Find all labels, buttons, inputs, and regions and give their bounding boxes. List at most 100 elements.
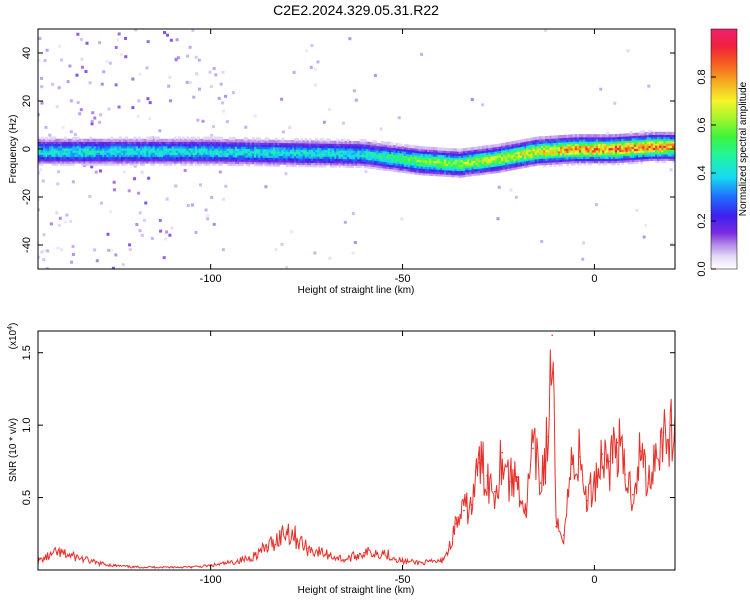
spectrogram-cell	[553, 137, 557, 141]
spectrogram-cell	[490, 144, 494, 148]
spectrogram-cell	[532, 163, 536, 167]
spectrogram-cell	[178, 151, 181, 155]
spectrogram-speckle	[221, 70, 225, 74]
spectrogram-cell	[114, 147, 118, 151]
spectrogram-cell	[313, 153, 316, 157]
spectrogram-cell	[553, 159, 557, 163]
spectrogram-speckle	[220, 101, 224, 105]
spectrogram-cell	[342, 151, 346, 155]
spectrogram-cell	[351, 153, 354, 158]
spectrogram-speckle	[80, 57, 84, 61]
spectrogram-cell	[458, 172, 462, 176]
spectrogram-cell	[465, 167, 468, 171]
spectrogram-cell	[486, 158, 489, 162]
spectrogram-cell	[414, 147, 418, 151]
spectrogram-speckle	[76, 101, 80, 105]
spectrogram-cell	[581, 142, 584, 147]
spectrogram-cell	[598, 145, 601, 149]
spectrogram-cell	[650, 153, 654, 157]
spectrogram-cell	[486, 145, 489, 149]
spectrogram-speckle	[42, 258, 46, 262]
spectrogram-cell	[471, 166, 475, 170]
spectrogram-cell	[500, 166, 504, 171]
spectrogram-cell	[420, 157, 424, 161]
spectrogram-cell	[665, 131, 669, 135]
spectrogram-cell	[251, 148, 255, 152]
spectrogram-cell	[89, 140, 93, 145]
spectrogram-cell	[391, 164, 394, 168]
spectrogram-cell	[226, 151, 230, 156]
spectrogram-cell	[405, 157, 409, 161]
spectrogram-speckle	[253, 114, 257, 118]
spectrogram-cell	[560, 156, 563, 160]
spectrogram-cell	[114, 149, 118, 153]
spectrogram-cell	[427, 159, 430, 163]
spectrogram-cell	[372, 161, 375, 165]
spectrogram-cell	[648, 157, 652, 162]
spectrogram-cell	[566, 158, 570, 162]
spectrogram-cell	[395, 143, 399, 147]
spectrogram-cell	[154, 158, 158, 162]
spectrogram-cell	[243, 154, 247, 158]
spectrogram-cell	[137, 153, 141, 158]
spectrogram-cell	[460, 174, 464, 178]
spectrogram-cell	[230, 139, 234, 143]
spectrogram-cell	[600, 151, 603, 155]
spectrogram-cell	[509, 165, 513, 169]
spectrogram-cell	[382, 160, 386, 165]
spectrogram-cell	[148, 143, 152, 147]
spectrogram-cell	[258, 148, 262, 152]
spectrogram-cell	[551, 148, 555, 152]
spectrogram-cell	[218, 143, 221, 147]
spectrogram-cell	[437, 162, 441, 166]
spectrogram-cell	[226, 149, 230, 154]
spectrogram-cell	[557, 163, 561, 167]
spectrogram-cell	[602, 147, 606, 151]
spectrogram-cell	[471, 164, 475, 168]
spectrogram-cell	[422, 167, 426, 172]
spectrogram-cell	[616, 153, 620, 157]
spectrogram-cell	[519, 148, 523, 152]
spectrogram-cell	[657, 159, 660, 164]
spectrogram-cell	[600, 136, 603, 140]
spectrogram-cell	[359, 156, 363, 160]
spectrogram-cell	[226, 156, 230, 160]
spectrogram-cell	[144, 147, 148, 151]
spectrogram-cell	[146, 136, 150, 140]
spectrogram-cell	[211, 156, 215, 160]
spectrogram-cell	[614, 144, 618, 149]
spectrogram-cell	[593, 147, 597, 151]
spectrogram-cell	[553, 146, 557, 150]
spectrogram-cell	[357, 145, 361, 149]
spectrogram-cell	[97, 162, 101, 166]
spectrogram-cell	[116, 151, 120, 155]
spectrogram-cell	[568, 153, 572, 158]
spectrogram-cell	[631, 135, 635, 139]
spectrogram-cell	[220, 147, 224, 151]
spectrogram-cell	[429, 172, 432, 176]
spectrogram-cell	[190, 138, 194, 142]
spectrogram-cell	[560, 135, 563, 139]
spectrogram-cell	[429, 157, 432, 161]
spectrogram-cell	[424, 148, 428, 152]
spectrogram-cell	[281, 159, 285, 163]
spectrogram-cell	[281, 157, 285, 161]
spectrogram-speckle	[351, 251, 355, 255]
spectrogram-cell	[382, 145, 386, 150]
spectrogram-cell	[95, 151, 99, 155]
spectrogram-cell	[667, 155, 671, 159]
spectrogram-cell	[243, 147, 247, 152]
spectrogram-cell	[302, 161, 306, 166]
spectrogram-cell	[327, 160, 331, 164]
spectrogram-cell	[654, 157, 658, 161]
spectrogram-cell	[572, 147, 576, 151]
spectrogram-cell	[110, 149, 114, 153]
spectrogram-cell	[167, 158, 171, 162]
spectrogram-cell	[416, 154, 420, 158]
spectrogram-cell	[602, 138, 606, 142]
spectrogram-cell	[448, 152, 451, 156]
spectrogram-cell	[623, 137, 627, 142]
spectrogram-speckle	[121, 263, 125, 267]
spectrogram-cell	[205, 145, 209, 149]
spectrogram-cell	[587, 140, 591, 144]
